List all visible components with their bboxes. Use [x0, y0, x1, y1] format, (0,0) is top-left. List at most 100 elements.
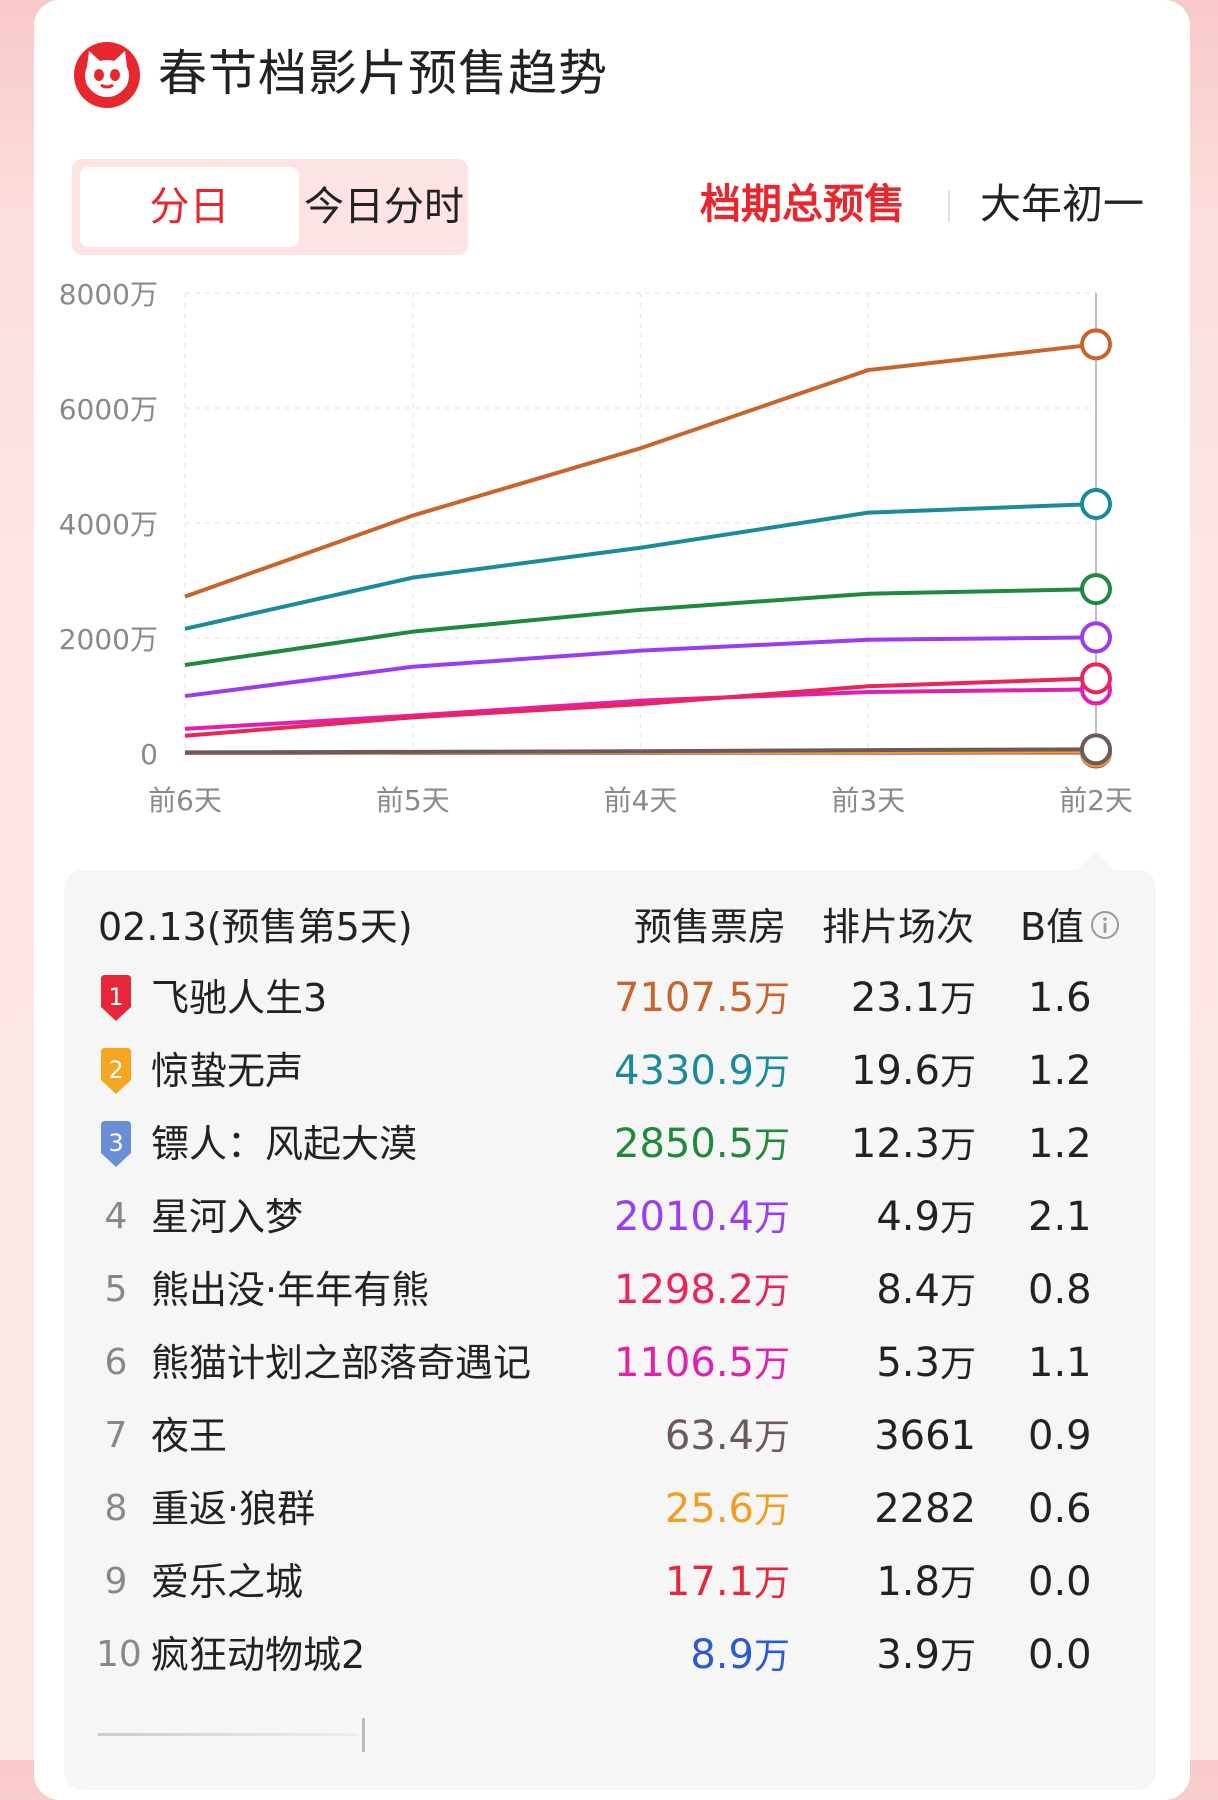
shows-unit: 万 — [940, 1344, 976, 1385]
movie-name: 重返·狼群 — [151, 1481, 315, 1537]
boxoffice-value: 1106.5 — [614, 1340, 754, 1386]
show-count: 4.9万 — [876, 1187, 976, 1249]
rank-number: 5 — [96, 1264, 136, 1316]
rank-number: 2 — [108, 1056, 123, 1084]
info-icon[interactable] — [1090, 910, 1120, 940]
show-count: 1.8万 — [876, 1552, 976, 1614]
rank-number: 10 — [96, 1629, 136, 1681]
rank-number: 9 — [96, 1556, 136, 1608]
x-tick-label: 前5天 — [376, 784, 450, 817]
presale-boxoffice: 25.6万 — [665, 1479, 790, 1541]
presale-boxoffice: 1106.5万 — [614, 1333, 790, 1395]
presale-boxoffice: 8.9万 — [690, 1625, 790, 1687]
series-line — [185, 344, 1096, 596]
boxoffice-value: 25.6 — [665, 1486, 754, 1532]
presale-boxoffice: 1298.2万 — [614, 1260, 790, 1322]
boxoffice-value: 7107.5 — [614, 975, 754, 1021]
shows-value: 1.8 — [876, 1559, 940, 1605]
boxoffice-unit: 万 — [754, 979, 790, 1020]
show-count: 3.9万 — [876, 1625, 976, 1687]
b-value: 1.2 — [1028, 1041, 1092, 1101]
series-endpoint-marker — [1082, 623, 1110, 651]
scroll-indicator-tick — [362, 1718, 365, 1752]
movie-name: 熊猫计划之部落奇遇记 — [151, 1335, 531, 1391]
shows-value: 8.4 — [876, 1267, 940, 1313]
movie-name: 星河入梦 — [151, 1189, 303, 1245]
movie-name: 熊出没·年年有熊 — [151, 1262, 429, 1318]
shows-value: 19.6 — [851, 1048, 940, 1094]
boxoffice-unit: 万 — [754, 1198, 790, 1239]
column-header-shows: 排片场次 — [822, 900, 974, 954]
rank-medal-icon: 3 — [97, 1121, 135, 1167]
table-row[interactable]: 8 重返·狼群 25.6万 2282 0.6 — [0, 1479, 1218, 1539]
shows-value: 4.9 — [876, 1194, 940, 1240]
y-tick-label: 4000万 — [59, 508, 158, 541]
presale-boxoffice: 2850.5万 — [614, 1114, 790, 1176]
b-value: 0.6 — [1028, 1479, 1092, 1539]
presale-boxoffice: 4330.9万 — [614, 1041, 790, 1103]
shows-value: 23.1 — [851, 975, 940, 1021]
movie-name: 夜王 — [151, 1408, 227, 1464]
shows-value: 12.3 — [851, 1121, 940, 1167]
x-tick-label: 前4天 — [604, 784, 678, 817]
show-count: 2282 — [874, 1479, 976, 1541]
rank-number: 1 — [108, 983, 123, 1011]
shows-unit: 万 — [940, 1563, 976, 1604]
show-count: 8.4万 — [876, 1260, 976, 1322]
show-count: 3661 — [874, 1406, 976, 1468]
y-tick-label: 0 — [140, 738, 158, 771]
movie-name: 爱乐之城 — [151, 1554, 303, 1610]
rank-number: 3 — [108, 1129, 123, 1157]
show-count: 23.1万 — [851, 968, 976, 1030]
boxoffice-unit: 万 — [754, 1490, 790, 1531]
show-count: 5.3万 — [876, 1333, 976, 1395]
boxoffice-unit: 万 — [754, 1271, 790, 1312]
shows-unit: 万 — [940, 1125, 976, 1166]
boxoffice-unit: 万 — [754, 1563, 790, 1604]
x-tick-label: 前2天 — [1059, 784, 1133, 817]
selection-pointer — [1075, 852, 1115, 872]
rank-medal-icon: 1 — [97, 975, 135, 1021]
column-header-bvalue: B值 — [1020, 900, 1084, 954]
y-tick-label: 2000万 — [59, 623, 158, 656]
shows-unit: 万 — [940, 1636, 976, 1677]
boxoffice-unit: 万 — [754, 1417, 790, 1458]
y-tick-label: 8000万 — [59, 278, 158, 311]
movie-name: 镖人：风起大漠 — [151, 1116, 417, 1172]
rank-number: 7 — [96, 1410, 136, 1462]
shows-unit: 万 — [940, 979, 976, 1020]
boxoffice-unit: 万 — [754, 1636, 790, 1677]
series-endpoint-marker — [1082, 490, 1110, 518]
shows-unit: 万 — [940, 1198, 976, 1239]
show-count: 19.6万 — [851, 1041, 976, 1103]
y-tick-label: 6000万 — [59, 393, 158, 426]
b-value: 2.1 — [1028, 1187, 1092, 1247]
rank-number: 8 — [96, 1483, 136, 1535]
b-value: 1.6 — [1028, 968, 1092, 1028]
scroll-indicator — [98, 1733, 358, 1736]
table-date-label: 02.13(预售第5天) — [98, 900, 413, 954]
series-endpoint-marker — [1082, 575, 1110, 603]
presale-trend-chart: 02000万4000万6000万8000万前6天前5天前4天前3天前2天 — [0, 0, 1218, 830]
x-tick-label: 前3天 — [831, 784, 905, 817]
presale-boxoffice: 17.1万 — [665, 1552, 790, 1614]
series-endpoint-marker — [1082, 330, 1110, 358]
rank-medal-icon: 2 — [97, 1048, 135, 1094]
boxoffice-value: 17.1 — [665, 1559, 754, 1605]
rank-number: 6 — [96, 1337, 136, 1389]
boxoffice-value: 1298.2 — [614, 1267, 754, 1313]
shows-value: 3661 — [874, 1413, 976, 1459]
b-value: 0.8 — [1028, 1260, 1092, 1320]
boxoffice-value: 4330.9 — [614, 1048, 754, 1094]
b-value: 1.1 — [1028, 1333, 1092, 1393]
series-endpoint-marker — [1082, 664, 1110, 692]
